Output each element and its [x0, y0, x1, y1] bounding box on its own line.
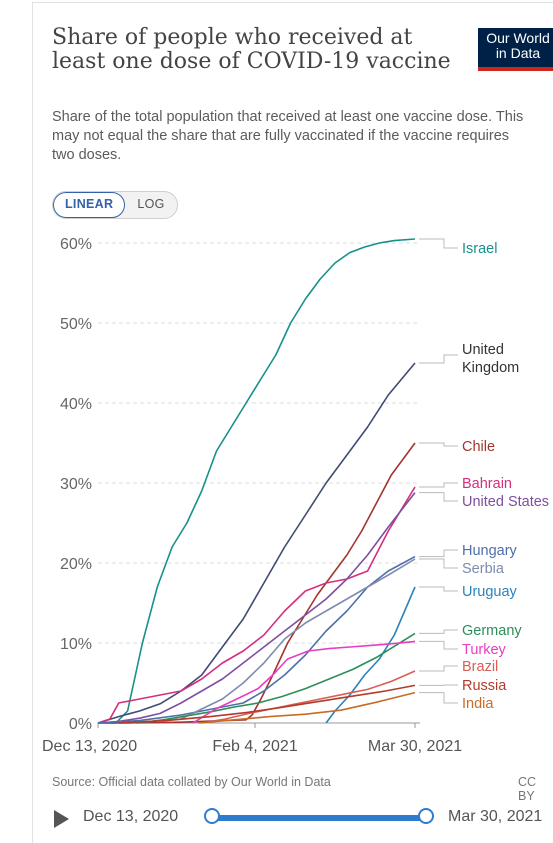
source-note[interactable]: Source: Official data collated by Our Wo…: [52, 775, 331, 789]
legend-connector: [419, 355, 458, 363]
y-tick-label: 50%: [60, 316, 92, 333]
series-line-germany: [137, 633, 416, 723]
legend-connector: [419, 630, 458, 633]
legend-label: Bahrain: [462, 476, 512, 492]
legend-label: Russia: [462, 678, 507, 694]
logo-line1: Our World: [478, 31, 553, 46]
legend-connector: [419, 641, 458, 649]
legend-label: Germany: [462, 623, 522, 639]
legend-label: Kingdom: [462, 360, 519, 376]
legend-label: Uruguay: [462, 584, 518, 600]
series-line-uruguay: [326, 587, 415, 723]
timeline-end-handle[interactable]: [418, 808, 434, 824]
license-link[interactable]: CC BY: [518, 775, 553, 803]
y-tick-label: 0%: [69, 716, 92, 733]
timeline-track[interactable]: [214, 815, 428, 821]
legend-label: Hungary: [462, 543, 518, 559]
legend-label: United: [462, 342, 504, 358]
series-line-brazil: [202, 671, 415, 723]
series-line-united-states: [98, 493, 415, 723]
x-tick-label: Feb 4, 2021: [212, 738, 298, 755]
x-tick-label: Dec 13, 2020: [42, 738, 137, 755]
legend-connector: [419, 587, 458, 591]
series-line-bahrain: [98, 487, 415, 723]
legend-label: Israel: [462, 241, 497, 257]
legend-connector: [419, 443, 458, 446]
legend-label: Serbia: [462, 561, 505, 577]
legend-connector: [419, 493, 458, 501]
legend-label: Chile: [462, 439, 495, 455]
chart-subtitle: Share of the total population that recei…: [52, 108, 532, 165]
timeline-start-handle[interactable]: [204, 808, 220, 824]
series-line-united-kingdom: [98, 363, 415, 723]
play-icon[interactable]: [54, 810, 69, 828]
timeline-control[interactable]: Dec 13, 2020 Mar 30, 2021: [52, 805, 553, 831]
chart-title: Share of people who received at least on…: [52, 26, 452, 74]
legend-connector: [419, 239, 458, 248]
legend-connector: [419, 550, 458, 557]
y-tick-label: 30%: [60, 476, 92, 493]
logo-line2: in Data: [478, 46, 553, 61]
legend-connector: [419, 559, 458, 568]
timeline-start-label: Dec 13, 2020: [83, 808, 178, 826]
y-tick-label: 60%: [60, 236, 92, 253]
scale-toggle[interactable]: LINEAR LOG: [52, 191, 178, 219]
series-line-israel: [98, 239, 415, 723]
legend-label: Turkey: [462, 642, 507, 658]
y-tick-label: 20%: [60, 556, 92, 573]
y-tick-label: 10%: [60, 636, 92, 653]
timeline-end-label: Mar 30, 2021: [448, 808, 542, 826]
legend-connector: [419, 483, 458, 487]
legend-connector: [419, 693, 458, 703]
x-tick-label: Mar 30, 2021: [368, 738, 462, 755]
legend-label: United States: [462, 494, 549, 510]
logo-accent-bar: [478, 67, 553, 71]
line-chart: 0% 10% 20% 30% 40% 50% 60% Dec 13, 2020 Feb 4, 2…: [0, 225, 553, 765]
legend-label: India: [462, 696, 494, 712]
legend-label: Brazil: [462, 659, 498, 675]
owid-logo[interactable]: Our World in Data: [478, 28, 553, 71]
series-line-chile: [98, 443, 415, 723]
legend-connector: [419, 666, 458, 671]
y-tick-label: 40%: [60, 396, 92, 413]
linear-scale-button[interactable]: LINEAR: [53, 192, 125, 218]
log-scale-button[interactable]: LOG: [125, 192, 176, 218]
